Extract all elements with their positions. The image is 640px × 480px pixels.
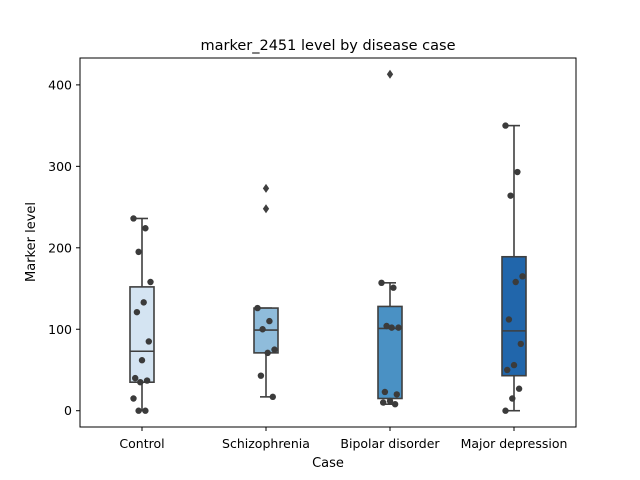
data-point xyxy=(507,192,514,199)
x-tick-label: Schizophrenia xyxy=(222,436,310,451)
data-point xyxy=(132,374,139,382)
y-axis-label: Marker level xyxy=(24,202,39,282)
x-tick-label: Major depression xyxy=(461,436,568,451)
data-point xyxy=(147,278,154,286)
data-point xyxy=(504,366,511,374)
data-point xyxy=(514,168,521,176)
data-point xyxy=(386,397,394,405)
x-axis-label: Case xyxy=(312,456,344,471)
outlier-point xyxy=(386,69,394,79)
data-point xyxy=(391,400,399,408)
data-point xyxy=(264,349,271,357)
data-point xyxy=(135,407,142,414)
data-point xyxy=(515,385,523,392)
data-point xyxy=(145,338,152,345)
box-group xyxy=(377,69,403,408)
plot-area xyxy=(129,69,527,414)
box xyxy=(377,305,403,400)
data-point xyxy=(512,278,519,286)
box-group xyxy=(129,215,155,414)
y-tick-label: 200 xyxy=(48,240,72,255)
data-point xyxy=(138,357,146,364)
data-point xyxy=(380,399,387,406)
data-point xyxy=(378,279,385,287)
outlier-point xyxy=(262,204,270,214)
data-point xyxy=(130,215,137,222)
data-point xyxy=(133,308,141,316)
y-tick-label: 0 xyxy=(64,403,72,418)
data-point xyxy=(271,346,278,353)
data-point xyxy=(510,361,518,369)
data-point xyxy=(502,407,509,414)
y-tick-label: 300 xyxy=(48,159,72,174)
y-tick-label: 400 xyxy=(48,77,72,92)
data-point xyxy=(130,395,137,402)
data-point xyxy=(269,393,276,401)
axes-frame xyxy=(79,57,577,428)
x-tick-label: Bipolar disorder xyxy=(340,436,440,451)
x-axis: Control Schizophrenia Bipolar disorder Majo… xyxy=(119,427,567,451)
data-point xyxy=(509,395,516,402)
data-point xyxy=(390,284,397,291)
box-group xyxy=(501,122,527,414)
box-group xyxy=(253,183,279,401)
chart-title: marker_2451 level by disease case xyxy=(201,38,456,54)
data-point xyxy=(137,378,144,386)
data-point xyxy=(143,377,151,384)
data-point xyxy=(517,340,524,348)
data-point xyxy=(140,299,147,306)
data-point xyxy=(502,122,509,129)
data-point xyxy=(257,372,265,379)
data-point xyxy=(259,326,266,333)
y-tick-label: 100 xyxy=(48,322,72,337)
data-point xyxy=(505,316,513,323)
data-point xyxy=(254,304,261,312)
data-point xyxy=(395,324,402,331)
data-point xyxy=(135,248,142,256)
data-point xyxy=(519,273,526,280)
outlier-point xyxy=(262,183,270,193)
data-point xyxy=(393,391,400,398)
y-axis: 0 100 200 300 400 xyxy=(48,77,80,418)
data-point xyxy=(266,317,273,325)
x-tick-label: Control xyxy=(119,436,164,451)
data-point xyxy=(142,407,149,414)
data-point xyxy=(383,322,390,330)
data-point xyxy=(381,388,389,396)
data-point xyxy=(388,324,395,331)
data-point xyxy=(142,225,149,232)
